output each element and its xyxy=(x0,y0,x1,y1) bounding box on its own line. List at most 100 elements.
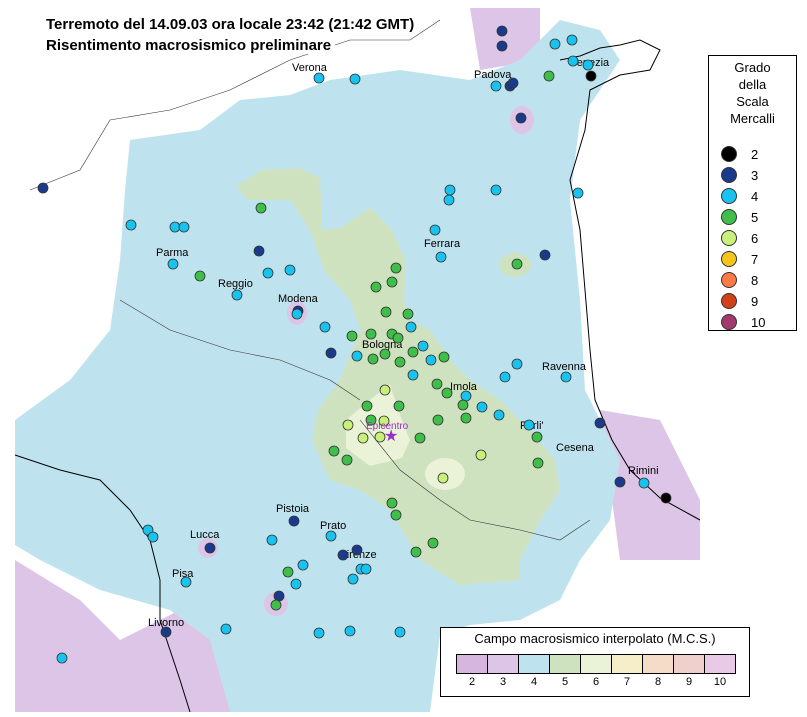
legend-item-9: 9 xyxy=(721,291,758,311)
station-point xyxy=(496,40,508,52)
station-point xyxy=(511,258,523,270)
city-label-modena: Modena xyxy=(278,293,319,305)
station-point xyxy=(392,332,404,344)
station-point xyxy=(270,599,282,611)
station-point xyxy=(560,371,572,383)
station-point xyxy=(325,347,337,359)
legend-label-6: 6 xyxy=(751,230,759,246)
legend-label-4: 4 xyxy=(751,188,759,204)
city-label-pisa: Pisa xyxy=(172,568,194,580)
city-label-parma: Parma xyxy=(156,247,189,259)
field-legend-title: Campo macrosismico interpolato (M.C.S.) xyxy=(474,631,716,646)
legend-dot-8 xyxy=(721,272,737,288)
field-swatch-4 xyxy=(518,654,550,674)
legend-item-4: 4 xyxy=(721,186,758,206)
field-swatch-label-6: 6 xyxy=(592,676,600,688)
legend-label-3: 3 xyxy=(751,167,759,183)
station-point xyxy=(460,390,472,402)
station-point xyxy=(180,576,192,588)
station-point xyxy=(386,276,398,288)
station-point xyxy=(417,340,429,352)
station-point xyxy=(390,262,402,274)
station-point xyxy=(349,73,361,85)
legend-dot-2 xyxy=(721,146,737,162)
station-point xyxy=(515,112,527,124)
station-point xyxy=(291,308,303,320)
station-point xyxy=(475,449,487,461)
station-point xyxy=(523,419,535,431)
station-point xyxy=(346,330,358,342)
legend-dot-3 xyxy=(721,167,737,183)
field-swatch-label-2: 2 xyxy=(468,676,476,688)
field-swatch-label-3: 3 xyxy=(499,676,507,688)
station-point xyxy=(255,202,267,214)
field-legend-swatches xyxy=(456,654,736,674)
station-point xyxy=(444,184,456,196)
legend-title: Grado della Scala Mercalli xyxy=(730,60,775,126)
station-point xyxy=(441,387,453,399)
station-point xyxy=(427,537,439,549)
station-point xyxy=(220,623,232,635)
station-point xyxy=(253,245,265,257)
station-point xyxy=(160,626,172,638)
station-point xyxy=(476,401,488,413)
station-point xyxy=(390,509,402,521)
station-point xyxy=(380,306,392,318)
field-swatch-3 xyxy=(487,654,519,674)
station-point xyxy=(638,477,650,489)
city-label-pistoia: Pistoia xyxy=(276,503,310,515)
station-point xyxy=(360,563,372,575)
station-point xyxy=(337,549,349,561)
station-point xyxy=(351,350,363,362)
station-point xyxy=(125,219,137,231)
map-subtitle: Risentimento macrosismico preliminare xyxy=(42,37,336,54)
legend-label-7: 7 xyxy=(751,251,759,267)
legend-dot-6 xyxy=(721,230,737,246)
field-swatch-label-9: 9 xyxy=(685,676,693,688)
city-label-imola: Imola xyxy=(450,381,478,393)
station-point xyxy=(313,627,325,639)
station-point xyxy=(386,497,398,509)
station-point xyxy=(367,353,379,365)
city-label-padova: Padova xyxy=(474,69,512,81)
station-point xyxy=(660,492,672,504)
legend-item-8: 8 xyxy=(721,270,758,290)
city-label-reggio: Reggio xyxy=(218,278,253,290)
station-point xyxy=(407,369,419,381)
station-point xyxy=(414,432,426,444)
epicenter-star: ★ xyxy=(384,428,398,445)
station-point xyxy=(437,472,449,484)
station-point xyxy=(169,221,181,233)
station-point xyxy=(425,354,437,366)
station-point xyxy=(432,414,444,426)
mercalli-legend: Grado della Scala Mercalli 2 3 4 5 6 7 8 9 10 xyxy=(708,55,797,331)
station-point xyxy=(204,542,216,554)
station-point xyxy=(347,573,359,585)
station-point xyxy=(572,187,584,199)
station-point xyxy=(290,578,302,590)
station-point xyxy=(431,378,443,390)
station-point xyxy=(543,70,555,82)
station-point xyxy=(56,652,68,664)
station-point xyxy=(370,281,382,293)
field-zone-3-east xyxy=(600,410,700,560)
station-point xyxy=(585,70,597,82)
station-point xyxy=(379,348,391,360)
station-point xyxy=(405,321,417,333)
station-point xyxy=(378,415,390,427)
station-point xyxy=(490,184,502,196)
field-swatch-2 xyxy=(456,654,488,674)
station-point xyxy=(429,224,441,236)
field-swatch-label-4: 4 xyxy=(530,676,538,688)
station-point xyxy=(365,328,377,340)
station-point xyxy=(361,400,373,412)
station-point xyxy=(374,431,386,443)
field-legend: Campo macrosismico interpolato (M.C.S.) … xyxy=(440,627,750,697)
station-point xyxy=(493,409,505,421)
station-point xyxy=(394,356,406,368)
station-point xyxy=(566,34,578,46)
station-point xyxy=(582,59,594,71)
station-point xyxy=(342,419,354,431)
station-point xyxy=(37,182,49,194)
station-point xyxy=(549,38,561,50)
